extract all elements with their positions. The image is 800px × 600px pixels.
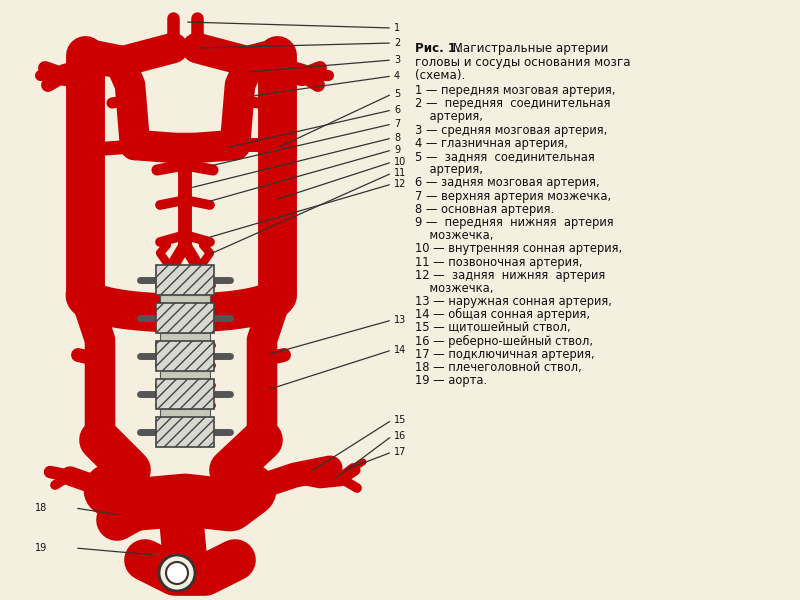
Text: 13: 13 [394, 315, 406, 325]
Text: Рис. 1.: Рис. 1. [415, 42, 461, 55]
Text: 13 — наружная сонная артерия,: 13 — наружная сонная артерия, [415, 295, 612, 308]
Bar [160, 295, 210, 303]
Bar [156, 303, 214, 333]
Text: 1 — передняя мозговая артерия,: 1 — передняя мозговая артерия, [415, 84, 615, 97]
Text: (схема).: (схема). [415, 69, 466, 82]
Text: 4 — глазничная артерия,: 4 — глазничная артерия, [415, 137, 568, 150]
Text: 8: 8 [394, 133, 400, 143]
Text: 7 — верхняя артерия мозжечка,: 7 — верхняя артерия мозжечка, [415, 190, 611, 203]
Bar [156, 417, 214, 447]
Bar [156, 265, 214, 295]
Text: 17 — подключичная артерия,: 17 — подключичная артерия, [415, 348, 594, 361]
Text: 8 — основная артерия.: 8 — основная артерия. [415, 203, 554, 216]
Text: 14 — общая сонная артерия,: 14 — общая сонная артерия, [415, 308, 590, 322]
Text: 5: 5 [394, 89, 400, 99]
Text: 3 — средняя мозговая артерия,: 3 — средняя мозговая артерия, [415, 124, 607, 137]
Text: 11 — позвоночная артерия,: 11 — позвоночная артерия, [415, 256, 582, 269]
Text: 19: 19 [35, 543, 47, 553]
Bar [160, 409, 210, 417]
Text: 2: 2 [394, 38, 400, 48]
Text: 5 —  задняя  соединительная: 5 — задняя соединительная [415, 150, 594, 163]
Text: 18: 18 [35, 503, 47, 513]
Text: 7: 7 [394, 119, 400, 129]
Bar [160, 371, 210, 379]
Text: 9 —  передняя  нижняя  артерия: 9 — передняя нижняя артерия [415, 216, 614, 229]
Text: 12 —  задняя  нижняя  артерия: 12 — задняя нижняя артерия [415, 269, 606, 282]
Text: 6 — задняя мозговая артерия,: 6 — задняя мозговая артерия, [415, 176, 600, 190]
Bar [160, 333, 210, 341]
Text: артерия,: артерия, [415, 163, 483, 176]
Text: 3: 3 [394, 55, 400, 65]
Circle shape [159, 555, 195, 591]
Text: головы и сосуды основания мозга: головы и сосуды основания мозга [415, 56, 630, 69]
Text: 9: 9 [394, 145, 400, 155]
Circle shape [166, 562, 188, 584]
Text: 6: 6 [394, 105, 400, 115]
Bar [156, 379, 214, 409]
Text: 11: 11 [394, 168, 406, 178]
Text: 14: 14 [394, 345, 406, 355]
Text: 15: 15 [394, 415, 406, 425]
Text: 10: 10 [394, 157, 406, 167]
Text: 16 — реберно-шейный ствол,: 16 — реберно-шейный ствол, [415, 335, 593, 348]
Text: мозжечка,: мозжечка, [415, 282, 494, 295]
Text: Магистральные артерии: Магистральные артерии [449, 42, 608, 55]
Text: 10 — внутренняя сонная артерия,: 10 — внутренняя сонная артерия, [415, 242, 622, 256]
Bar [156, 341, 214, 371]
Text: мозжечка,: мозжечка, [415, 229, 494, 242]
Text: 2 —  передняя  соединительная: 2 — передняя соединительная [415, 97, 610, 110]
Text: 12: 12 [394, 179, 406, 189]
Text: 16: 16 [394, 431, 406, 441]
Text: артерия,: артерия, [415, 110, 483, 124]
Text: 4: 4 [394, 71, 400, 81]
Text: 18 — плечеголовной ствол,: 18 — плечеголовной ствол, [415, 361, 582, 374]
Text: 15 — щитошейный ствол,: 15 — щитошейный ствол, [415, 322, 570, 335]
Text: 17: 17 [394, 447, 406, 457]
Text: 19 — аорта.: 19 — аорта. [415, 374, 487, 388]
Text: 1: 1 [394, 23, 400, 33]
